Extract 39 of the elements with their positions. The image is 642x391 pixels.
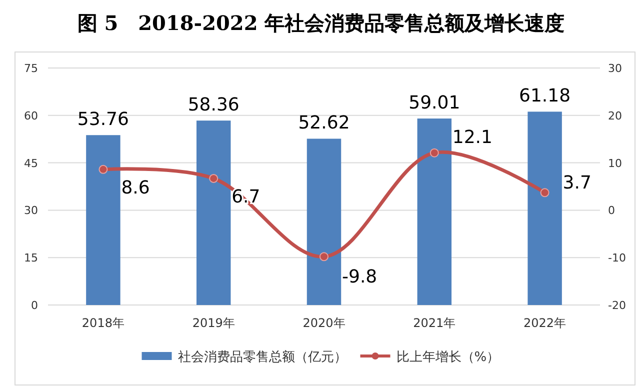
legend-label: 比上年增长（%） — [396, 350, 500, 365]
point — [320, 252, 328, 262]
y2-tick-label: 10 — [608, 156, 622, 170]
data-label: 58.36 — [188, 94, 240, 116]
x-tick-label: 2019年 — [192, 316, 235, 330]
x-tick-label: 2022年 — [524, 316, 566, 330]
data-label: -9.8 — [342, 266, 378, 288]
point — [540, 188, 550, 198]
legend-label: 社会消费品零售总额（亿元） — [178, 350, 347, 365]
data-label: 52.62 — [298, 112, 350, 134]
y-tick-label: 0 — [31, 299, 38, 312]
y2-tick-label: 0 — [608, 204, 615, 218]
bar — [306, 138, 342, 305]
bar — [528, 112, 562, 305]
data-label: 12.1 — [452, 126, 492, 148]
bar — [417, 118, 452, 305]
point — [98, 164, 108, 174]
bar — [196, 120, 231, 305]
y2-tick-label: 20 — [608, 109, 622, 122]
point — [209, 174, 218, 183]
data-label: 8.6 — [121, 177, 150, 198]
y-tick-label: 75 — [24, 62, 38, 75]
data-label: 53.76 — [77, 109, 129, 130]
chart-title: 图 5 2018-2022 年社会消费品零售总额及增长速度 — [77, 11, 565, 35]
point — [430, 148, 439, 158]
y-tick-label: 30 — [24, 204, 38, 218]
bar — [86, 135, 120, 305]
y2-tick-label: -10 — [608, 252, 626, 265]
y2-tick-label: -20 — [608, 299, 626, 312]
y-tick-label: 15 — [24, 252, 38, 265]
data-label: 3.7 — [562, 172, 592, 194]
y-tick-label: 60 — [24, 109, 38, 122]
x-tick-label: 2018年 — [82, 316, 124, 330]
x-tick-label: 2021年 — [413, 316, 456, 330]
data-label: 61.18 — [519, 86, 571, 107]
data-label: 59.01 — [408, 92, 460, 114]
x-tick-label: 2020年 — [302, 316, 346, 330]
y-tick-label: 45 — [24, 156, 38, 170]
y2-tick-label: 30 — [608, 62, 622, 75]
